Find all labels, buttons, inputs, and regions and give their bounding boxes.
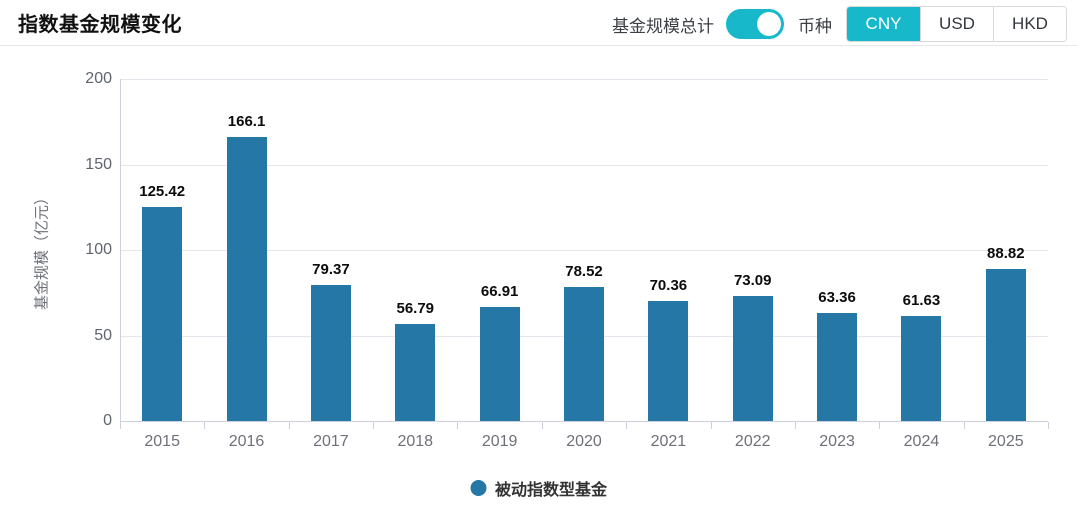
- bar-2017[interactable]: [310, 285, 351, 421]
- header-controls: 基金规模总计 币种 CNY USD HKD: [612, 6, 1067, 42]
- page-title: 指数基金规模变化: [18, 14, 182, 36]
- gridline-100: [120, 250, 1048, 251]
- bar-value-label-2023: 63.36: [818, 288, 856, 306]
- bar-2025[interactable]: [985, 269, 1026, 421]
- bar-chart: 基金规模（亿元） 0 50 100 150 200 125.42 2015 166.1 2016…: [0, 46, 1077, 513]
- legend-label: 被动指数型基金: [494, 482, 608, 499]
- bar-2019[interactable]: [479, 306, 520, 421]
- legend-item-passive-index-fund[interactable]: 被动指数型基金: [469, 476, 608, 500]
- gridline-150: [120, 164, 1048, 166]
- gridline-200: [120, 79, 1048, 80]
- x-axis-label-2017: 2017: [313, 433, 349, 450]
- bar-2018[interactable]: [395, 323, 436, 421]
- panel-header: 指数基金规模变化 基金规模总计 币种 CNY USD HKD: [0, 0, 1077, 46]
- y-axis-tick-200: 200: [85, 70, 112, 87]
- currency-label: 币种: [798, 16, 832, 36]
- bar-2015[interactable]: [142, 206, 183, 421]
- bar-2022[interactable]: [732, 296, 773, 421]
- x-axis-label-2015: 2015: [144, 433, 180, 450]
- fund-total-toggle-switch[interactable]: [726, 9, 784, 39]
- bar-2016[interactable]: [226, 136, 267, 421]
- x-axis-label-2016: 2016: [228, 433, 265, 450]
- x-axis-label-2025: 2025: [988, 433, 1024, 450]
- y-axis-line: [120, 79, 121, 421]
- x-axis-tick: [457, 422, 459, 429]
- legend-circle-icon: [469, 480, 486, 496]
- currency-button-group: CNY USD HKD: [846, 6, 1067, 42]
- x-axis-label-2020: 2020: [566, 433, 602, 450]
- x-axis-tick: [541, 422, 543, 429]
- bar-value-label-2019: 66.91: [480, 282, 519, 300]
- x-axis-tick: [204, 422, 206, 429]
- y-axis-tick-50: 50: [94, 326, 112, 344]
- x-axis-tick: [120, 422, 121, 429]
- bar-value-label-2025: 88.82: [987, 245, 1025, 263]
- x-axis-line: [120, 421, 1048, 422]
- bar-value-label-2020: 78.52: [565, 262, 603, 280]
- x-axis-tick: [288, 422, 290, 429]
- x-axis-tick: [373, 422, 375, 429]
- bar-value-label-2015: 125.42: [139, 182, 186, 200]
- x-axis-label-2022: 2022: [734, 433, 771, 450]
- x-axis-label-2023: 2023: [819, 433, 855, 450]
- bar-value-label-2021: 70.36: [649, 276, 688, 294]
- bar-value-label-2022: 73.09: [733, 272, 772, 290]
- x-axis-label-2019: 2019: [481, 433, 518, 450]
- x-axis-label-2021: 2021: [650, 433, 687, 450]
- bar-2021[interactable]: [648, 300, 689, 421]
- x-axis-label-2018: 2018: [397, 433, 434, 450]
- x-axis-tick: [879, 422, 881, 429]
- currency-button-hkd[interactable]: HKD: [993, 7, 1066, 41]
- bar-value-label-2024: 61.63: [902, 291, 941, 309]
- bar-value-label-2017: 79.37: [312, 261, 350, 279]
- x-axis-tick: [1048, 422, 1049, 429]
- y-axis-title: 基金规模（亿元）: [33, 189, 51, 311]
- toggle-knob-icon: [757, 12, 781, 36]
- bar-value-label-2016: 166.1: [227, 112, 266, 130]
- x-axis-tick: [963, 422, 965, 429]
- currency-button-cny[interactable]: CNY: [847, 7, 920, 41]
- y-axis-tick-0: 0: [103, 412, 112, 429]
- bar-2020[interactable]: [564, 286, 604, 421]
- bar-value-label-2018: 56.79: [396, 299, 435, 317]
- x-axis-label-2024: 2024: [903, 433, 940, 450]
- bar-2023[interactable]: [817, 312, 858, 421]
- y-axis-tick-100: 100: [85, 241, 112, 258]
- bar-2024[interactable]: [901, 315, 942, 421]
- x-axis-tick: [794, 422, 796, 429]
- y-axis-tick-150: 150: [85, 155, 112, 173]
- x-axis-tick: [626, 422, 628, 429]
- x-axis-tick: [710, 422, 712, 429]
- currency-button-usd[interactable]: USD: [920, 7, 993, 41]
- fund-total-toggle-label: 基金规模总计: [612, 16, 714, 36]
